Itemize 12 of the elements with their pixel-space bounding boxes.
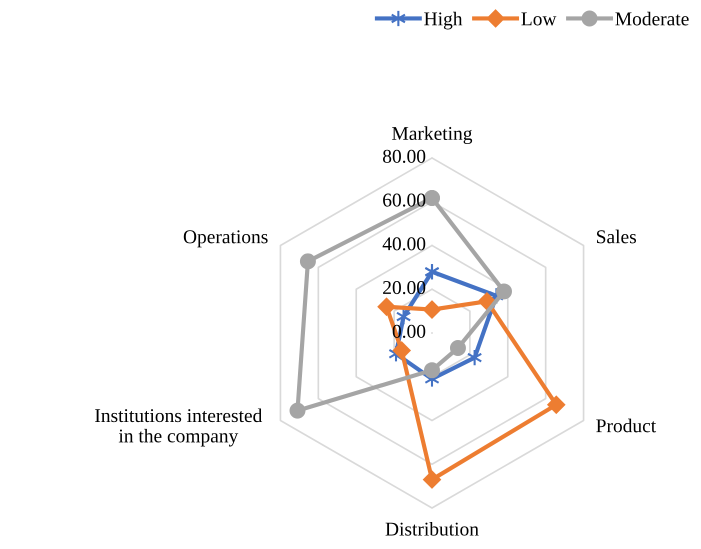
y-tick-label: 80.00: [382, 150, 426, 163]
legend-label: Moderate: [615, 12, 689, 26]
y-tick-label: 40.00: [382, 237, 426, 250]
spoke-label: Distribution: [386, 522, 479, 536]
spoke-label: Product: [596, 418, 656, 432]
spoke-label: Sales: [596, 230, 636, 244]
legend-label: Low: [521, 12, 556, 26]
y-tick-label: 60.00: [383, 193, 426, 207]
spoke-label: Marketing: [392, 126, 472, 144]
spoke-label: Operations: [184, 230, 268, 248]
legend-label: High: [424, 12, 462, 30]
spoke-label: Institutions interested in the company: [95, 408, 262, 447]
